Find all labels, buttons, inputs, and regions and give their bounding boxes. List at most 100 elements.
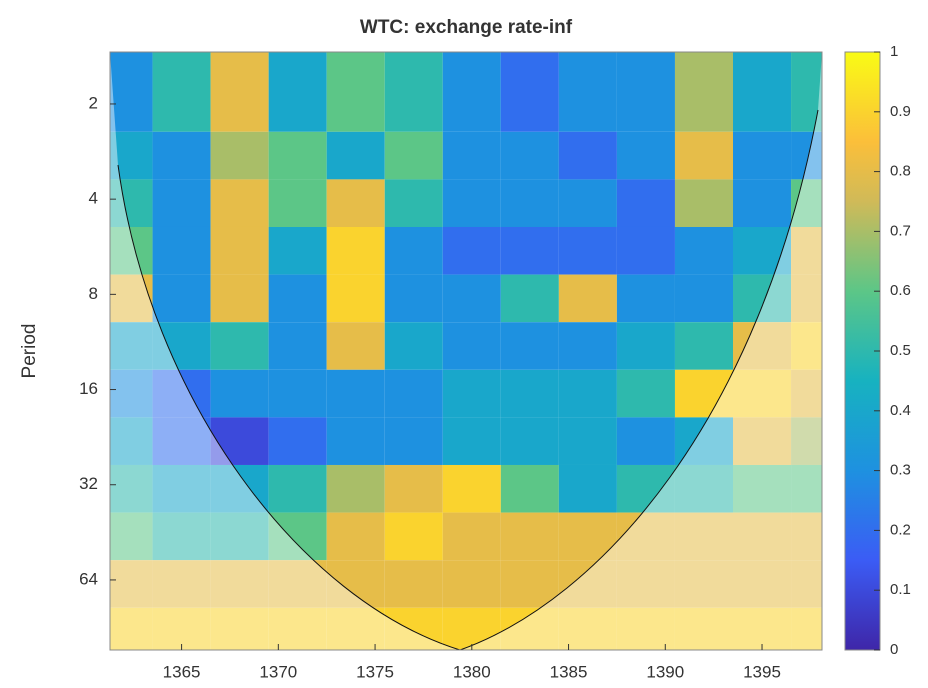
heatmap-cell: [384, 52, 443, 132]
heatmap-cell: [500, 52, 559, 132]
x-tick-label: 1385: [550, 662, 588, 681]
heatmap-cell: [384, 464, 443, 513]
heatmap-cell: [152, 464, 211, 513]
heatmap-cell: [791, 369, 822, 418]
heatmap-cell: [674, 369, 733, 418]
heatmap: [110, 52, 822, 650]
heatmap-cell: [674, 226, 733, 275]
heatmap-cell: [152, 131, 211, 180]
heatmap-cell: [791, 607, 822, 650]
heatmap-cell: [442, 512, 501, 561]
colorbar-tick-label: 0.1: [890, 581, 911, 598]
colorbar-tick-label: 0.8: [890, 163, 911, 180]
heatmap-cell: [110, 52, 153, 132]
heatmap-cell: [733, 131, 792, 180]
heatmap-cell: [442, 322, 501, 370]
heatmap-cell: [110, 274, 153, 323]
heatmap-cell: [326, 560, 385, 608]
heatmap-cell: [558, 179, 617, 227]
heatmap-cell: [733, 52, 792, 132]
heatmap-cell: [442, 179, 501, 227]
heatmap-cell: [674, 607, 733, 650]
heatmap-cell: [442, 52, 501, 132]
y-tick-label: 64: [79, 569, 98, 588]
heatmap-cell: [268, 417, 327, 465]
heatmap-cell: [210, 179, 269, 227]
heatmap-cell: [268, 179, 327, 227]
heatmap-cell: [210, 464, 269, 513]
heatmap-cell: [674, 322, 733, 370]
heatmap-cell: [326, 369, 385, 418]
heatmap-cell: [500, 322, 559, 370]
heatmap-cell: [210, 417, 269, 465]
x-tick-label: 1380: [453, 662, 491, 681]
heatmap-cell: [110, 369, 153, 418]
heatmap-cell: [733, 369, 792, 418]
y-tick-label: 32: [79, 474, 98, 493]
heatmap-cell: [384, 274, 443, 323]
heatmap-cell: [558, 464, 617, 513]
heatmap-cell: [152, 369, 211, 418]
heatmap-cell: [268, 226, 327, 275]
heatmap-cell: [674, 512, 733, 561]
heatmap-cell: [152, 226, 211, 275]
heatmap-cell: [442, 131, 501, 180]
heatmap-cell: [733, 607, 792, 650]
heatmap-cell: [110, 131, 153, 180]
colorbar-tick-label: 0.6: [890, 282, 911, 299]
heatmap-cell: [616, 607, 675, 650]
heatmap-cell: [674, 52, 733, 132]
colorbar-tick-label: 0: [890, 641, 898, 658]
heatmap-cell: [384, 369, 443, 418]
heatmap-cell: [152, 560, 211, 608]
heatmap-cell: [268, 274, 327, 323]
heatmap-cell: [791, 274, 822, 323]
heatmap-cell: [500, 560, 559, 608]
heatmap-cell: [674, 560, 733, 608]
heatmap-cell: [384, 560, 443, 608]
heatmap-cell: [791, 322, 822, 370]
colorbar-tick-label: 1: [890, 43, 898, 60]
heatmap-cell: [268, 464, 327, 513]
heatmap-cell: [616, 560, 675, 608]
heatmap-cell: [110, 607, 153, 650]
colorbar-tick-label: 0.3: [890, 462, 911, 479]
heatmap-cell: [268, 322, 327, 370]
heatmap-cell: [384, 226, 443, 275]
heatmap-cell: [791, 131, 822, 180]
heatmap-cell: [616, 226, 675, 275]
chart-title: WTC: exchange rate-inf: [360, 17, 573, 38]
heatmap-cell: [442, 464, 501, 513]
heatmap-cell: [616, 464, 675, 513]
heatmap-cell: [442, 560, 501, 608]
heatmap-cell: [268, 560, 327, 608]
heatmap-cell: [733, 179, 792, 227]
heatmap-cell: [326, 226, 385, 275]
heatmap-cell: [152, 417, 211, 465]
heatmap-cell: [268, 607, 327, 650]
heatmap-cell: [110, 464, 153, 513]
heatmap-cell: [152, 322, 211, 370]
heatmap-cell: [326, 52, 385, 132]
heatmap-cell: [500, 369, 559, 418]
heatmap-cell: [733, 560, 792, 608]
heatmap-cell: [791, 417, 822, 465]
heatmap-cell: [558, 369, 617, 418]
y-tick-label: 4: [89, 189, 98, 208]
heatmap-cell: [210, 131, 269, 180]
heatmap-cell: [210, 322, 269, 370]
heatmap-cell: [616, 322, 675, 370]
heatmap-cell: [268, 512, 327, 561]
heatmap-cell: [210, 369, 269, 418]
heatmap-cell: [674, 179, 733, 227]
heatmap-cell: [558, 417, 617, 465]
heatmap-cell: [210, 52, 269, 132]
heatmap-cell: [616, 274, 675, 323]
y-axis-label: Period: [19, 324, 40, 379]
heatmap-cell: [384, 607, 443, 650]
heatmap-cell: [616, 179, 675, 227]
heatmap-cell: [326, 131, 385, 180]
heatmap-cell: [326, 322, 385, 370]
heatmap-cell: [616, 369, 675, 418]
